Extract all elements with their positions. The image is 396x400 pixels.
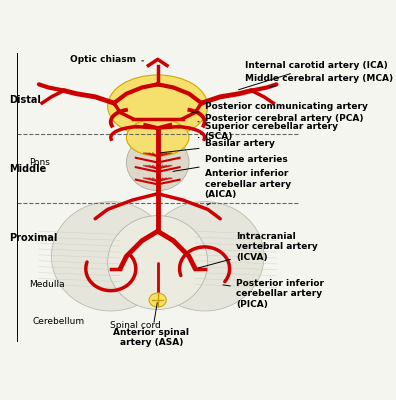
Text: Proximal: Proximal xyxy=(9,232,57,242)
Text: Posterior cerebral artery (PCA): Posterior cerebral artery (PCA) xyxy=(198,114,363,123)
Text: Anterior spinal
artery (ASA): Anterior spinal artery (ASA) xyxy=(113,303,189,347)
Ellipse shape xyxy=(149,293,166,307)
Text: Pons: Pons xyxy=(30,158,50,167)
Text: Basilar artery: Basilar artery xyxy=(160,139,274,153)
Text: Internal carotid artery (ICA): Internal carotid artery (ICA) xyxy=(238,61,388,90)
Ellipse shape xyxy=(108,216,208,310)
Text: Middle: Middle xyxy=(9,164,46,174)
Text: Posterior inferior
cerebellar artery
(PICA): Posterior inferior cerebellar artery (PI… xyxy=(223,279,324,309)
Text: Distal: Distal xyxy=(9,95,41,105)
Text: Pontine arteries: Pontine arteries xyxy=(173,155,287,172)
Text: Medulla: Medulla xyxy=(30,280,65,289)
Text: Cerebellum: Cerebellum xyxy=(32,318,85,326)
Text: Superior cerebellar artery
(SCA): Superior cerebellar artery (SCA) xyxy=(198,122,337,141)
Text: Optic chiasm: Optic chiasm xyxy=(70,55,144,64)
Text: Spinal cord: Spinal cord xyxy=(110,320,161,330)
Text: Middle cerebral artery (MCA): Middle cerebral artery (MCA) xyxy=(245,74,393,87)
Text: Posterior communicating artery: Posterior communicating artery xyxy=(192,102,367,112)
Ellipse shape xyxy=(145,202,264,311)
Text: Intracranial
vertebral artery
(ICVA): Intracranial vertebral artery (ICVA) xyxy=(198,232,318,268)
Ellipse shape xyxy=(51,202,170,311)
Ellipse shape xyxy=(108,75,208,138)
Ellipse shape xyxy=(126,134,189,191)
Ellipse shape xyxy=(126,119,189,156)
Text: Anterior inferior
cerebellar artery
(AICA): Anterior inferior cerebellar artery (AIC… xyxy=(205,170,291,205)
